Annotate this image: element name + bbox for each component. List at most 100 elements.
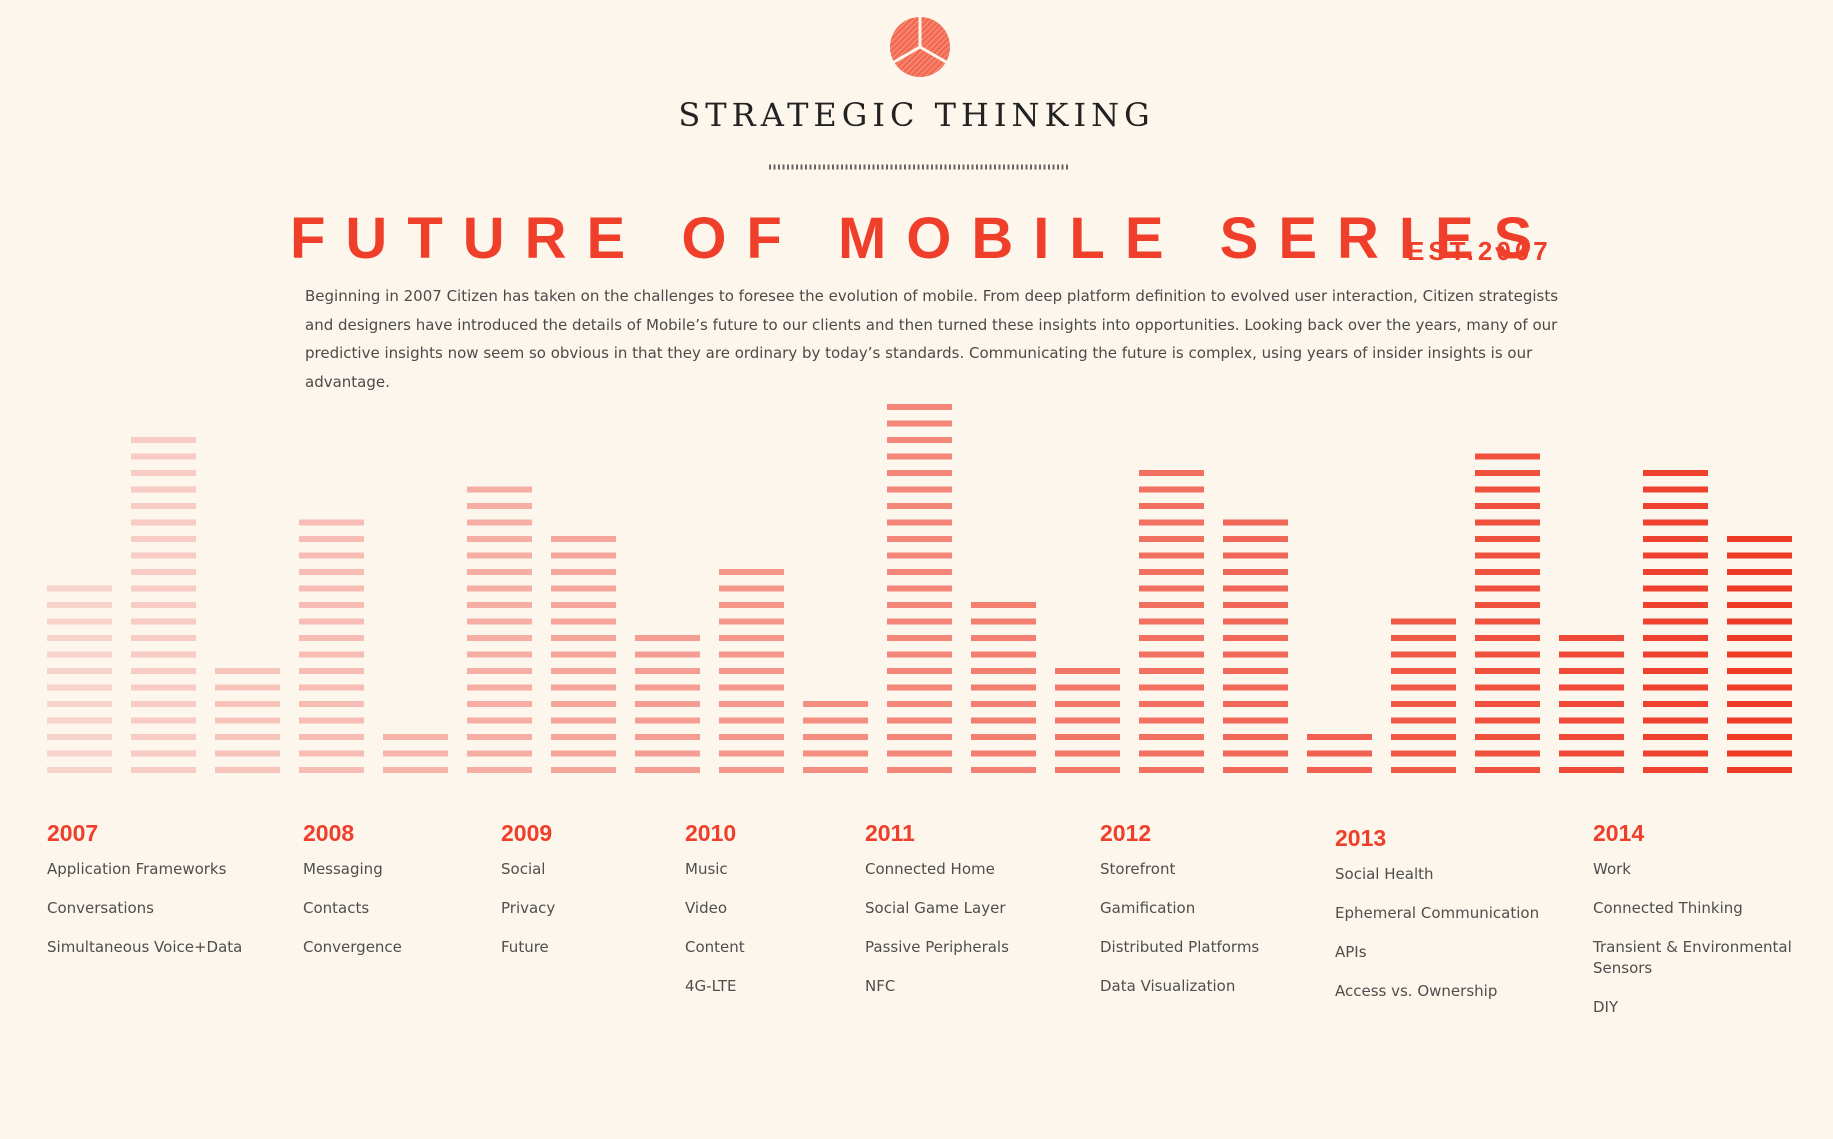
bar-stripe [551, 767, 616, 773]
bar-stripe [803, 750, 868, 757]
bar-stripe [1139, 585, 1204, 592]
bar-stripe [131, 750, 196, 757]
bar-stripe [1475, 668, 1540, 674]
timeline-column: 2008 Messaging Contacts Convergence [303, 820, 523, 976]
bar-stripe [1559, 668, 1624, 674]
bar-stripe [887, 734, 952, 740]
bar-stripe [1643, 618, 1708, 625]
bar-stripe [551, 552, 616, 559]
bar-stripe [1643, 717, 1708, 724]
bar-stripe [1727, 701, 1792, 707]
topic: Simultaneous Voice+Data [47, 938, 243, 956]
bar-stripe [887, 519, 952, 526]
bar-stripe [299, 684, 364, 691]
bar-stripe [215, 717, 280, 724]
bar-stripe [971, 750, 1036, 757]
bar-stripe [1055, 717, 1120, 724]
year: 2008 [303, 820, 355, 846]
bar-stripe [1307, 767, 1372, 773]
bar-stripe [1559, 717, 1624, 724]
bar-stripe [1475, 486, 1540, 493]
bar [1139, 470, 1204, 773]
intro: Beginning in 2007 Citizen has taken on t… [305, 287, 1559, 391]
topic: Ephemeral Communication [1335, 904, 1540, 922]
bar-stripe [1139, 750, 1204, 757]
bar-stripe [1139, 486, 1204, 493]
bar-stripe [215, 750, 280, 757]
bar-stripe [887, 470, 952, 476]
bar-stripe [1643, 651, 1708, 658]
bar-stripe [131, 651, 196, 658]
bar-stripe [803, 717, 868, 724]
bar-stripe [1391, 717, 1456, 724]
bar-stripe [1475, 651, 1540, 658]
year: 2014 [1593, 820, 1645, 846]
bar-stripe [719, 717, 784, 724]
bar-stripe [467, 585, 532, 592]
bar-stripe [299, 635, 364, 641]
bar-chart [47, 404, 1792, 773]
bar-stripe [887, 404, 952, 410]
bar-stripe [719, 767, 784, 773]
year: 2009 [501, 820, 553, 846]
bar-stripe [467, 750, 532, 757]
bar-stripe [1559, 734, 1624, 740]
timeline-column: 2014 Work Connected Thinking Transient & En… [1593, 820, 1813, 1036]
bar-stripe [1643, 602, 1708, 608]
bar-stripe [1643, 569, 1708, 575]
topic: Connected Thinking [1593, 899, 1743, 917]
bar-stripe [1475, 684, 1540, 691]
bar-stripe [1307, 734, 1372, 740]
bar-stripe [299, 602, 364, 608]
bar-stripe [551, 717, 616, 724]
bar-stripe [971, 635, 1036, 641]
bar-stripe [719, 668, 784, 674]
bar-stripe [1643, 668, 1708, 674]
bar-stripe [1727, 569, 1792, 575]
bar-stripe [887, 552, 952, 559]
bar-stripe [299, 585, 364, 592]
bar-stripe [971, 602, 1036, 608]
bar-stripe [1727, 602, 1792, 608]
bar-stripe [1307, 750, 1372, 757]
bar-stripe [1223, 585, 1288, 592]
header-title: STRATEGIC THINKING [678, 96, 1155, 134]
bar-stripe [215, 734, 280, 740]
bar-stripe [47, 767, 112, 773]
bar [47, 585, 112, 773]
year: 2007 [47, 820, 99, 846]
bar-stripe [887, 668, 952, 674]
topic: Convergence [303, 938, 402, 956]
bar-stripe [971, 717, 1036, 724]
bar-stripe [47, 668, 112, 674]
bar-stripe [131, 585, 196, 592]
topic: Passive Peripherals [865, 938, 1009, 956]
bar-stripe [47, 701, 112, 707]
bar-stripe [299, 569, 364, 575]
bar [215, 668, 280, 773]
bar-stripe [1727, 552, 1792, 559]
bar-stripe [1223, 668, 1288, 674]
bar-stripe [47, 684, 112, 691]
bar-stripe [635, 734, 700, 740]
bar-stripe [131, 635, 196, 641]
bar-stripe [299, 668, 364, 674]
bar-stripe [383, 734, 448, 740]
bar [551, 536, 616, 773]
bar-stripe [1475, 552, 1540, 559]
bar-stripe [887, 750, 952, 757]
bar-stripe [551, 618, 616, 625]
bar-stripe [719, 569, 784, 575]
bar-stripe [131, 701, 196, 707]
bar-stripe [1223, 684, 1288, 691]
bar-stripe [887, 486, 952, 493]
bar-stripe [1727, 684, 1792, 691]
bar [467, 486, 532, 773]
year: 2011 [865, 820, 915, 846]
bar-stripe [467, 552, 532, 559]
bar-stripe [131, 453, 196, 460]
bar-stripe [1475, 536, 1540, 542]
bar-stripe [803, 734, 868, 740]
bar-stripe [719, 684, 784, 691]
bar-stripe [803, 767, 868, 773]
